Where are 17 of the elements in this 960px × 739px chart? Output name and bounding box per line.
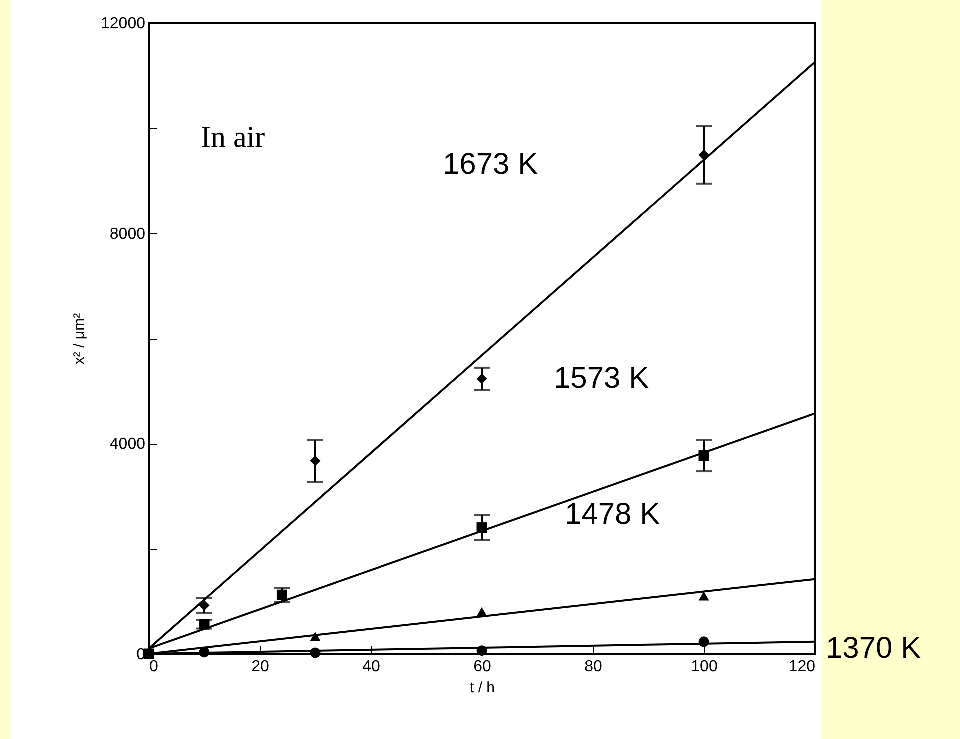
x-axis-title: t / h [470, 680, 496, 696]
x-tick-label: 40 [362, 658, 380, 676]
x-tick-label: 20 [252, 658, 270, 676]
annotation: 1478 K [565, 498, 660, 531]
x-tick-label: 120 [788, 658, 816, 676]
y-tick-label: 8000 [110, 226, 146, 243]
text: 1370 K [826, 632, 922, 665]
y-tick-label: 4000 [110, 436, 146, 454]
annotation: In air [201, 121, 266, 154]
x-tick-label: 100 [691, 658, 718, 676]
x-tick-label: 0 [150, 658, 158, 676]
x-tick-label: 60 [474, 658, 492, 676]
y-axis-title: x² / μm² [71, 313, 88, 365]
annotation: 1573 K [554, 362, 650, 395]
y-tick-label: 12000 [101, 16, 146, 32]
x-tick-label: 80 [584, 658, 602, 676]
annotation: 1673 K [443, 148, 538, 181]
